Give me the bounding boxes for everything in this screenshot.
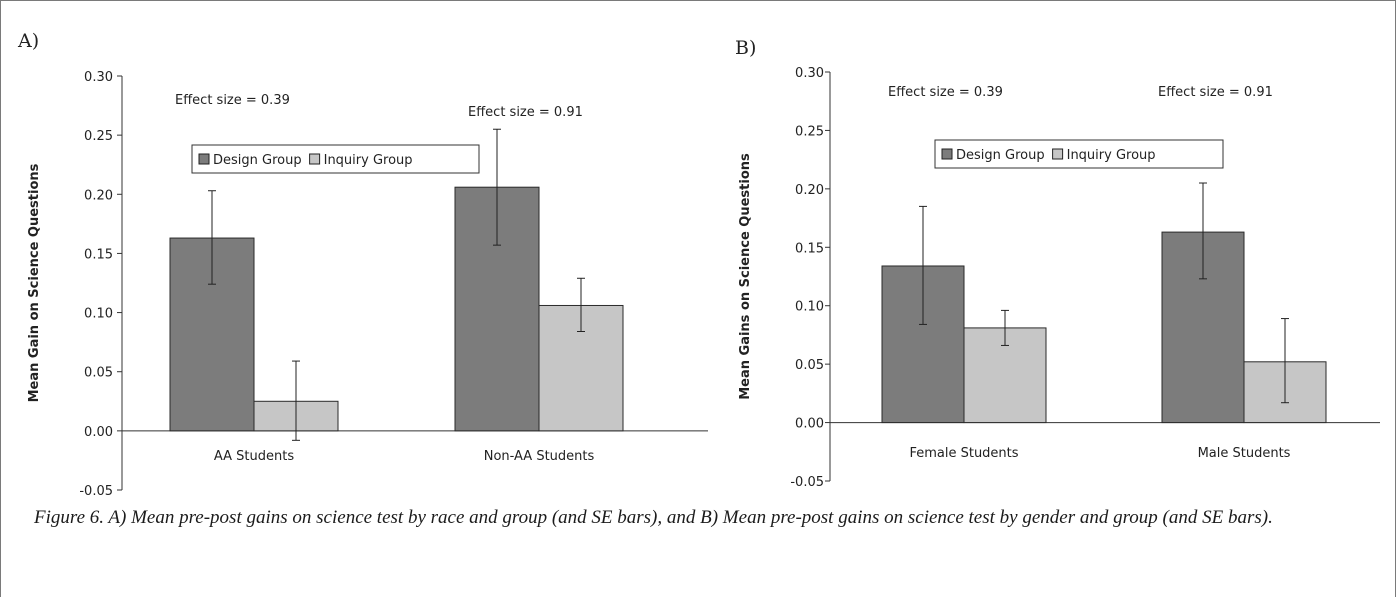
y-tick-label: 0.05 — [795, 358, 824, 373]
legend-swatch — [1052, 148, 1064, 160]
legend-box — [191, 144, 480, 174]
y-tick-label: 0.25 — [84, 129, 113, 144]
legend-swatch — [198, 153, 210, 165]
y-tick-label: 0.00 — [84, 425, 113, 440]
y-tick-label: 0.05 — [84, 366, 113, 381]
y-axis-title: Mean Gains on Science Questions — [738, 153, 753, 400]
figure-caption: Figure 6. A) Mean pre-post gains on scie… — [34, 507, 1273, 528]
legend-label: Inquiry Group — [1067, 148, 1156, 163]
legend-swatch — [309, 153, 321, 165]
legend-label: Design Group — [956, 148, 1045, 163]
panel-a-label: A) — [17, 30, 39, 52]
y-tick-label: 0.25 — [795, 124, 824, 139]
effect-size-annotation: Effect size = 0.39 — [175, 93, 290, 108]
y-tick-label: 0.10 — [84, 307, 113, 322]
panel-b-label: B) — [735, 37, 756, 59]
category-label: Non-AA Students — [484, 449, 595, 464]
effect-size-annotation: Effect size = 0.39 — [888, 85, 1003, 100]
y-tick-label: 0.00 — [795, 417, 824, 432]
y-tick-label: -0.05 — [79, 484, 113, 499]
category-label: AA Students — [214, 449, 294, 464]
y-tick-label: 0.10 — [795, 300, 824, 315]
effect-size-annotation: Effect size = 0.91 — [1158, 85, 1273, 100]
y-tick-label: 0.20 — [84, 188, 113, 203]
effect-size-annotation: Effect size = 0.91 — [468, 105, 583, 120]
legend-label: Inquiry Group — [324, 153, 413, 168]
y-tick-label: 0.15 — [84, 247, 113, 262]
y-tick-label: 0.30 — [84, 70, 113, 85]
category-label: Male Students — [1198, 446, 1291, 461]
legend-label: Design Group — [213, 153, 302, 168]
y-tick-label: 0.15 — [795, 241, 824, 256]
y-tick-label: -0.05 — [790, 475, 824, 490]
y-tick-label: 0.30 — [795, 66, 824, 81]
y-axis-title: Mean Gain on Science Questions — [27, 163, 42, 402]
bar-inquiry — [538, 304, 624, 432]
legend-box — [934, 139, 1224, 169]
category-label: Female Students — [909, 446, 1018, 461]
y-tick-label: 0.20 — [795, 183, 824, 198]
legend-swatch — [941, 148, 953, 160]
figure-charts: A) B) 0.30 0.25 0.20 0.15 0.10 0.05 0.00 -0.05 M… — [17, 30, 1380, 499]
